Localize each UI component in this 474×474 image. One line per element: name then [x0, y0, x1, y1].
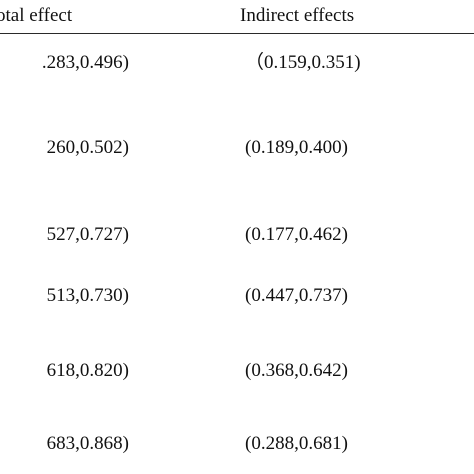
total-effect-cell: .283,0.496): [41, 52, 129, 73]
total-effect-cell: 683,0.868): [46, 433, 129, 454]
total-effect-cell: 513,0.730): [46, 285, 129, 306]
header-rule: [0, 33, 474, 34]
total-effect-cell: 618,0.820): [46, 360, 129, 381]
total-effect-cell: 527,0.727): [46, 224, 129, 245]
indirect-effects-cell: (0.189,0.400): [245, 137, 348, 158]
indirect-effects-cell: (0.368,0.642): [245, 360, 348, 381]
indirect-effects-cell: (0.288,0.681): [245, 433, 348, 454]
table-row: 527,0.727) (0.177,0.462): [0, 223, 474, 247]
table-row: 260,0.502) (0.189,0.400): [0, 136, 474, 160]
table-row: .283,0.496) （0.159,0.351): [0, 51, 474, 75]
indirect-effects-cell: （0.159,0.351): [245, 52, 361, 73]
table-row: 683,0.868) (0.288,0.681): [0, 432, 474, 456]
indirect-effects-cell: (0.177,0.462): [245, 224, 348, 245]
table-row: 618,0.820) (0.368,0.642): [0, 359, 474, 383]
total-effect-cell: 260,0.502): [46, 137, 129, 158]
header-total-effect: otal effect: [0, 5, 73, 26]
header-indirect-effects: Indirect effects: [240, 5, 355, 26]
table-row: 513,0.730) (0.447,0.737): [0, 284, 474, 308]
indirect-effects-cell: (0.447,0.737): [245, 285, 348, 306]
